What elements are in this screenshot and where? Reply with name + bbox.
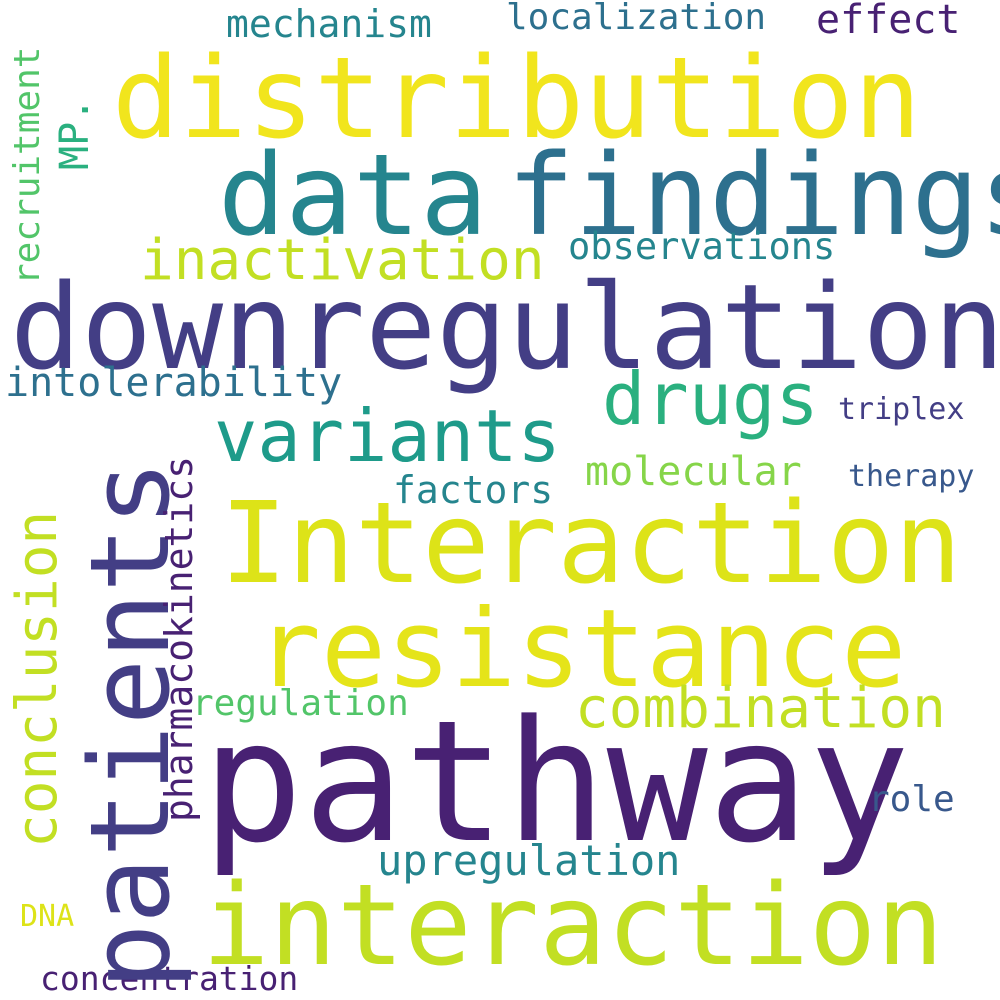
word-DNA: DNA bbox=[20, 899, 75, 934]
word-interaction: interaction bbox=[202, 861, 944, 991]
word-MP: MP. bbox=[52, 97, 98, 170]
word-factors: factors bbox=[393, 468, 554, 512]
word-conclusion: conclusion bbox=[5, 510, 70, 848]
word-intolerability: intolerability bbox=[5, 360, 343, 406]
word-pharmacokinetics: pharmacokinetics bbox=[157, 455, 201, 822]
word-triplex: triplex bbox=[838, 392, 965, 427]
word-data: data bbox=[218, 131, 488, 261]
word-regulation: regulation bbox=[192, 683, 409, 724]
word-concentration: concentration bbox=[40, 959, 299, 998]
word-findings: findings bbox=[507, 131, 1000, 261]
word-effect: effect bbox=[816, 0, 961, 43]
word-resistance: resistance bbox=[256, 587, 907, 712]
word-therapy: therapy bbox=[848, 459, 975, 494]
word-pathway: pathway bbox=[202, 684, 911, 880]
word-mechanism: mechanism bbox=[226, 2, 432, 46]
word-upregulation: upregulation bbox=[377, 836, 681, 885]
word-observations: observations bbox=[568, 225, 836, 268]
word-variants: variants bbox=[214, 394, 561, 478]
word-distribution: distribution bbox=[112, 34, 922, 164]
word-localization: localization bbox=[506, 0, 767, 38]
word-drugs: drugs bbox=[602, 357, 819, 441]
word-combination: combination bbox=[575, 676, 946, 741]
word-recruitment: recruitment bbox=[7, 46, 48, 285]
word-role: role bbox=[868, 779, 955, 820]
word-downregulation: downregulation bbox=[10, 258, 1000, 396]
word-molecular: molecular bbox=[585, 449, 802, 495]
word-inactivation: inactivation bbox=[140, 228, 545, 293]
word-Interaction: Interaction bbox=[220, 479, 962, 609]
